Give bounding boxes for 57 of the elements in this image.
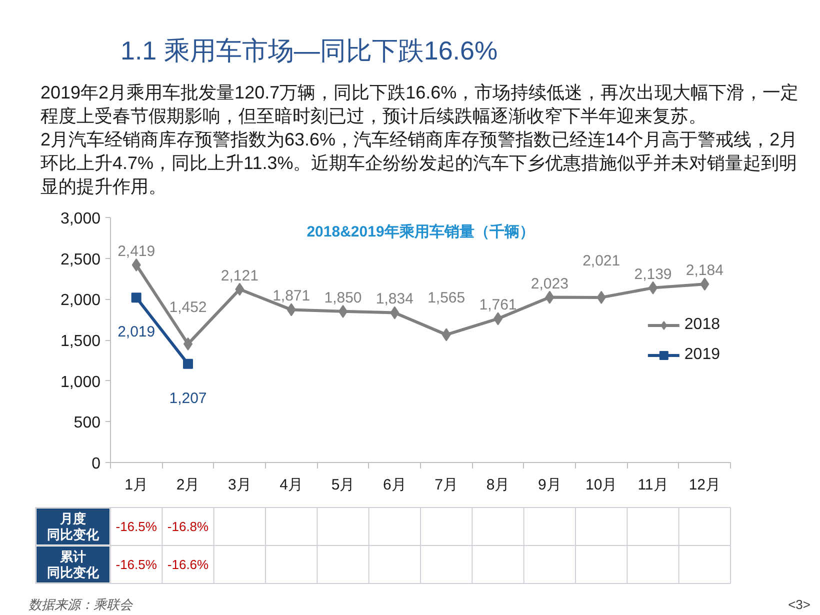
data-label: 1,565 xyxy=(428,290,466,307)
legend-label: 2018 xyxy=(684,316,720,334)
text: -16.6% xyxy=(167,557,210,572)
text: 累计同比变化 xyxy=(47,549,100,580)
y-tick-label: 3,000 xyxy=(60,210,101,228)
data-label: 1,761 xyxy=(479,296,517,314)
x-tick-label: 12月 xyxy=(688,476,721,494)
x-tick-label: 11月 xyxy=(638,476,668,494)
y-tick-label: 2,500 xyxy=(60,251,101,268)
point xyxy=(132,258,141,272)
data-label: 2,184 xyxy=(686,262,724,280)
y-tick-label: 1,000 xyxy=(60,374,101,391)
x-tick-label: 4月 xyxy=(280,476,304,494)
point xyxy=(286,303,296,316)
point xyxy=(545,290,554,304)
x-tick-label: 5月 xyxy=(331,476,355,494)
y-tick-label: 0 xyxy=(92,456,101,472)
point xyxy=(596,290,606,304)
point xyxy=(235,282,244,296)
x-tick-label: 1月 xyxy=(124,476,148,494)
point xyxy=(442,328,451,342)
source-note: 数据来源：乘联会 xyxy=(28,597,134,612)
text: <3> xyxy=(788,597,811,612)
x-tick-label: 2月 xyxy=(176,476,200,494)
point xyxy=(131,292,142,303)
x-tick-label: 9月 xyxy=(538,476,562,494)
legend-label: 2019 xyxy=(684,346,720,364)
text: -16.5% xyxy=(116,519,158,534)
x-tick-label: 6月 xyxy=(382,476,406,494)
x-tick-label: 10月 xyxy=(585,476,618,494)
data-label: 1,834 xyxy=(376,290,414,308)
data-label: 2,021 xyxy=(582,252,620,270)
text: 2019年2月乘用车批发量120.7万辆，同比下跌16.6%，市场持续低迷，再次出现大幅下滑，一定程度上受春节假期影响，但至暗时刻已过，预计后续跌幅逐渐收窄下半年迎来复苏。 xyxy=(40,82,799,126)
x-tick-label: 7月 xyxy=(434,476,458,494)
data-label: 2,419 xyxy=(118,242,156,260)
data-label: 2,121 xyxy=(220,267,258,284)
text: 2月汽车经销商库存预警指数为63.6%，汽车经销商库存预警指数已经连14个月高于警戒线，2月环比上升4.7%，同比上升11.3%。近期车企纷纷发起的汽车下乡优惠措施似乎并未对销量起到明显的提升作用。 xyxy=(40,130,798,196)
text: 月度同比变化 xyxy=(47,511,100,542)
chart-title: 1.1 乘用车市场—同比下跌16.6% xyxy=(120,36,498,66)
y-tick-label: 500 xyxy=(74,414,101,432)
x-tick-label: 8月 xyxy=(486,476,510,494)
text: -16.5% xyxy=(116,557,158,572)
data-label: 2,019 xyxy=(118,324,156,341)
data-label: 2,023 xyxy=(530,275,568,292)
point xyxy=(390,306,400,320)
text: -16.8% xyxy=(167,519,210,534)
data-label: 1,207 xyxy=(169,390,207,407)
point xyxy=(183,358,193,369)
y-tick-label: 2,000 xyxy=(60,292,101,310)
data-label: 1,452 xyxy=(169,298,207,316)
data-label: 1,850 xyxy=(324,289,362,306)
y-tick-label: 1,500 xyxy=(60,333,101,350)
data-label: 1,871 xyxy=(272,288,310,305)
point xyxy=(700,278,710,291)
chart-subtitle: 2018&2019年乘用车销量（千辆） xyxy=(306,222,534,241)
x-tick-label: 3月 xyxy=(228,476,252,494)
data-label: 2,139 xyxy=(634,266,672,283)
